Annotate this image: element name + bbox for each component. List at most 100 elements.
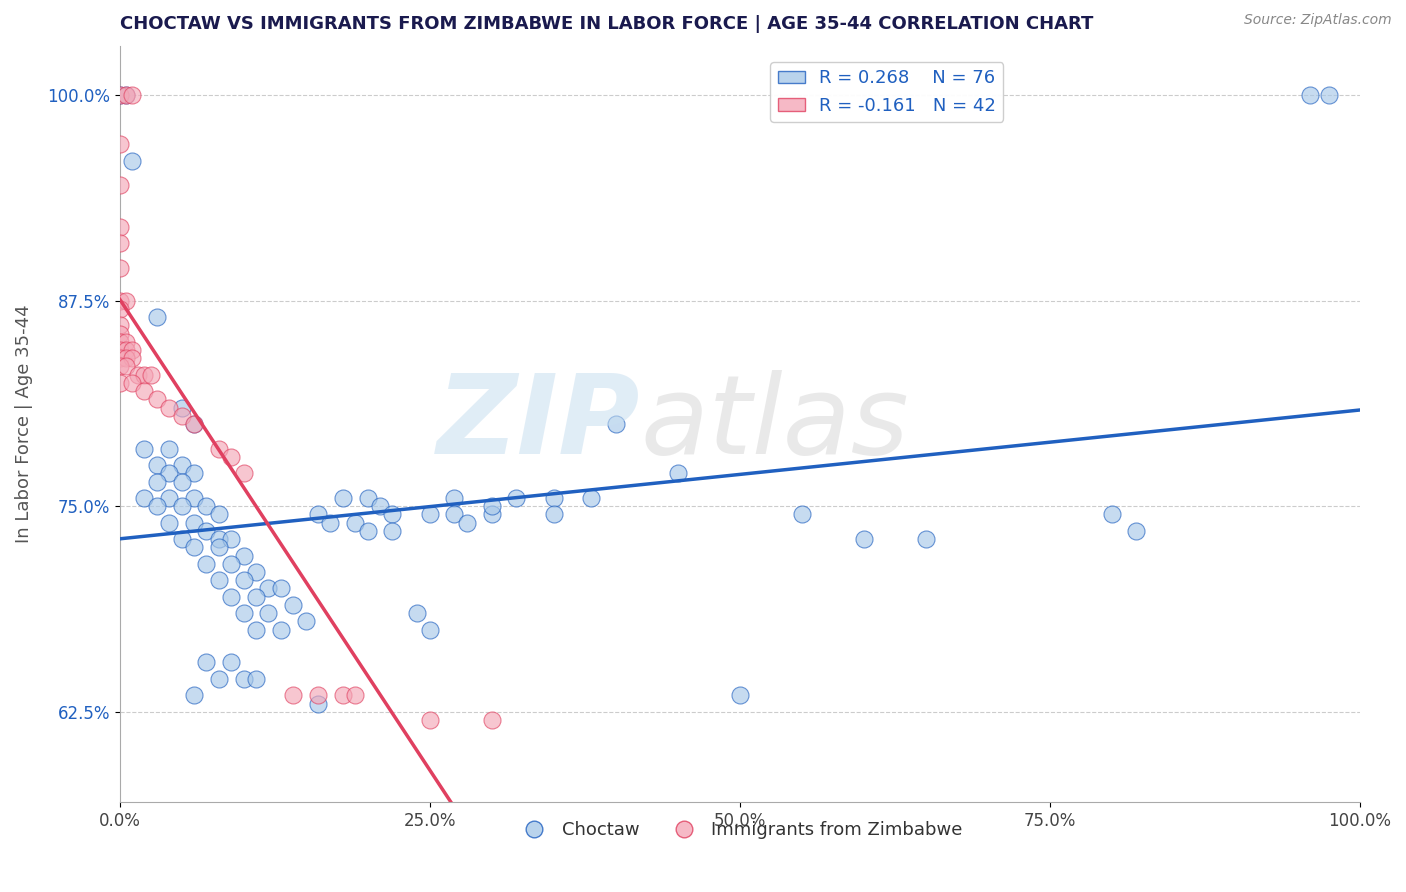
Text: CHOCTAW VS IMMIGRANTS FROM ZIMBABWE IN LABOR FORCE | AGE 35-44 CORRELATION CHART: CHOCTAW VS IMMIGRANTS FROM ZIMBABWE IN L…	[120, 15, 1092, 33]
Point	[294, 615, 316, 629]
Point	[108, 219, 131, 234]
Text: atlas: atlas	[640, 370, 910, 477]
Point	[108, 359, 131, 374]
Point	[219, 656, 242, 670]
Point	[728, 689, 751, 703]
Point	[146, 499, 169, 513]
Point	[307, 508, 329, 522]
Point	[257, 582, 280, 596]
Point	[208, 573, 231, 587]
Point	[170, 458, 193, 472]
Point	[232, 606, 254, 620]
Point	[219, 590, 242, 604]
Point	[183, 689, 205, 703]
Point	[208, 532, 231, 546]
Point	[283, 689, 305, 703]
Point	[245, 672, 267, 686]
Point	[208, 541, 231, 555]
Point	[114, 293, 136, 308]
Point	[170, 401, 193, 415]
Point	[183, 516, 205, 530]
Point	[108, 235, 131, 250]
Point	[219, 557, 242, 571]
Point	[245, 590, 267, 604]
Point	[219, 532, 242, 546]
Point	[1125, 524, 1147, 538]
Point	[146, 475, 169, 489]
Point	[183, 417, 205, 431]
Point	[914, 532, 936, 546]
Point	[121, 88, 143, 103]
Point	[481, 508, 503, 522]
Point	[183, 417, 205, 431]
Point	[108, 376, 131, 390]
Point	[307, 697, 329, 711]
Point	[344, 689, 367, 703]
Point	[108, 137, 131, 152]
Point	[381, 508, 404, 522]
Point	[108, 178, 131, 193]
Point	[257, 606, 280, 620]
Point	[146, 310, 169, 324]
Point	[332, 491, 354, 505]
Point	[170, 475, 193, 489]
Point	[134, 491, 156, 505]
Point	[270, 582, 292, 596]
Point	[121, 351, 143, 366]
Point	[232, 672, 254, 686]
Point	[108, 88, 131, 103]
Point	[419, 623, 441, 637]
Point	[332, 689, 354, 703]
Point	[108, 260, 131, 275]
Point	[208, 672, 231, 686]
Point	[114, 334, 136, 349]
Point	[319, 516, 342, 530]
Point	[108, 318, 131, 333]
Point	[456, 516, 478, 530]
Point	[356, 491, 378, 505]
Point	[157, 442, 180, 456]
Point	[108, 293, 131, 308]
Point	[114, 88, 136, 103]
Point	[245, 623, 267, 637]
Point	[381, 524, 404, 538]
Point	[270, 623, 292, 637]
Legend: Choctaw, Immigrants from Zimbabwe: Choctaw, Immigrants from Zimbabwe	[509, 814, 970, 847]
Point	[108, 88, 131, 103]
Point	[170, 532, 193, 546]
Point	[183, 541, 205, 555]
Point	[208, 508, 231, 522]
Point	[157, 491, 180, 505]
Point	[146, 458, 169, 472]
Y-axis label: In Labor Force | Age 35-44: In Labor Force | Age 35-44	[15, 305, 32, 543]
Point	[232, 573, 254, 587]
Point	[108, 351, 131, 366]
Point	[134, 368, 156, 382]
Point	[108, 343, 131, 357]
Point	[505, 491, 527, 505]
Point	[481, 499, 503, 513]
Point	[283, 598, 305, 612]
Point	[852, 532, 875, 546]
Point	[121, 343, 143, 357]
Point	[1317, 88, 1340, 103]
Point	[356, 524, 378, 538]
Point	[605, 417, 627, 431]
Point	[419, 713, 441, 727]
Point	[146, 392, 169, 407]
Point	[443, 508, 465, 522]
Point	[134, 384, 156, 398]
Point	[543, 508, 565, 522]
Point	[183, 467, 205, 481]
Point	[157, 401, 180, 415]
Point	[219, 450, 242, 464]
Point	[108, 326, 131, 341]
Point	[108, 301, 131, 316]
Point	[1101, 508, 1123, 522]
Point	[157, 467, 180, 481]
Point	[368, 499, 391, 513]
Point	[108, 334, 131, 349]
Point	[790, 508, 813, 522]
Point	[114, 343, 136, 357]
Point	[419, 508, 441, 522]
